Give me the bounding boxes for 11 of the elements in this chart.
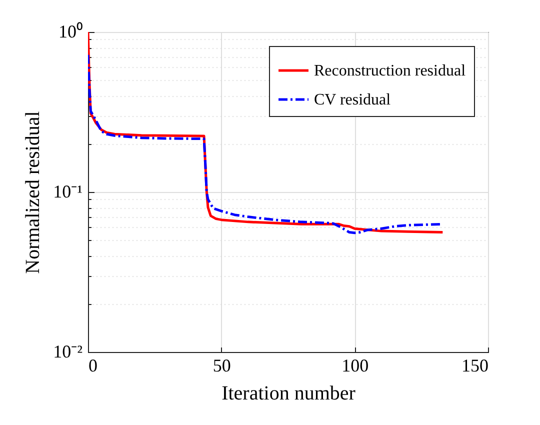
x-tick-label: 50 (212, 356, 231, 376)
x-tick-label: 0 (88, 356, 98, 376)
legend-label: Reconstruction residual (314, 62, 466, 80)
x-axis-title: Iteration number (222, 382, 356, 404)
y-tick-label: 10⁻² (53, 342, 82, 362)
y-tick-label: 10⁰ (58, 22, 82, 42)
x-tick-label: 100 (342, 356, 369, 376)
legend-label: CV residual (314, 92, 392, 108)
y-tick-label: 10⁻¹ (53, 182, 82, 202)
y-axis-title: Normalized residual (22, 110, 44, 274)
x-tick-label: 150 (462, 356, 488, 376)
